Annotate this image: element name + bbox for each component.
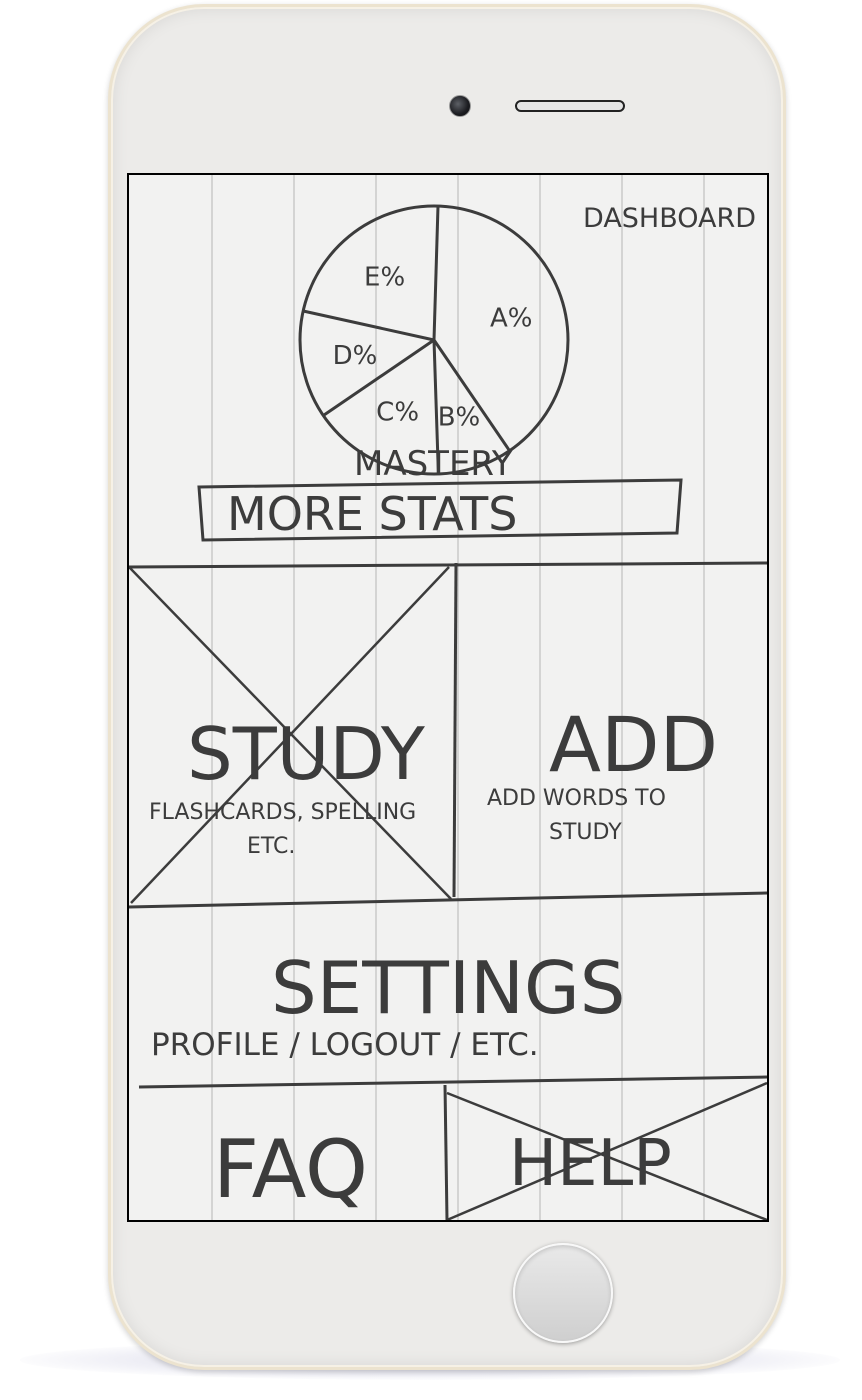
faq-title: FAQ — [213, 1123, 368, 1216]
study-title: STUDY — [187, 712, 426, 796]
speaker-grille — [515, 100, 625, 112]
pie-slice-label: C% — [376, 398, 419, 428]
pie-slice-divider — [432, 339, 440, 474]
help-tile[interactable]: HELP — [446, 1081, 767, 1220]
pie-slice-label: E% — [364, 263, 405, 293]
add-subtitle-line2: STUDY — [549, 820, 622, 845]
more-stats-label: MORE STATS — [227, 487, 517, 541]
pie-slice-label: B% — [438, 402, 481, 432]
add-title: ADD — [549, 700, 718, 789]
pie-slice-divider — [322, 338, 435, 417]
settings-title: SETTINGS — [271, 946, 625, 1030]
mastery-caption: MASTERY — [354, 444, 513, 484]
paper-rule-lines — [211, 175, 705, 1220]
pie-slice-divider — [432, 206, 440, 341]
more-stats-button[interactable]: MORE STATS — [197, 478, 683, 542]
study-subtitle-line1: FLASHCARDS, SPELLING — [149, 800, 416, 825]
home-button[interactable] — [513, 1243, 613, 1343]
mastery-pie-chart: A% B% C% D% E% — [298, 204, 570, 476]
camera-icon — [449, 95, 471, 117]
faq-tile[interactable]: FAQ — [139, 1085, 445, 1220]
pie-slice-divider — [302, 309, 435, 342]
dashboard-title: DASHBOARD — [583, 203, 756, 234]
pie-slice-label: A% — [490, 304, 533, 334]
tile-grid — [129, 561, 767, 1220]
pie-slices: A% B% C% D% E% — [302, 206, 533, 474]
sketch-canvas: DASHBOARD A%B%C%D%E% MASTERY MORE STATS … — [129, 175, 767, 1220]
phone-screen: DASHBOARD A%B%C%D%E% MASTERY MORE STATS … — [127, 173, 769, 1222]
help-title: HELP — [509, 1127, 672, 1201]
pie-outline — [298, 204, 570, 476]
study-tile[interactable]: STUDY FLASHCARDS, SPELLING ETC. — [129, 566, 455, 904]
settings-tile[interactable]: SETTINGS PROFILE / LOGOUT / ETC. — [129, 899, 767, 1083]
add-tile[interactable]: ADD ADD WORDS TO STUDY — [457, 565, 767, 897]
pie-slice-label: D% — [333, 341, 378, 371]
add-subtitle-line1: ADD WORDS TO — [487, 786, 666, 811]
study-subtitle-line2: ETC. — [247, 834, 295, 859]
pie-slice-divider — [432, 339, 511, 452]
settings-subtitle: PROFILE / LOGOUT / ETC. — [151, 1027, 539, 1063]
